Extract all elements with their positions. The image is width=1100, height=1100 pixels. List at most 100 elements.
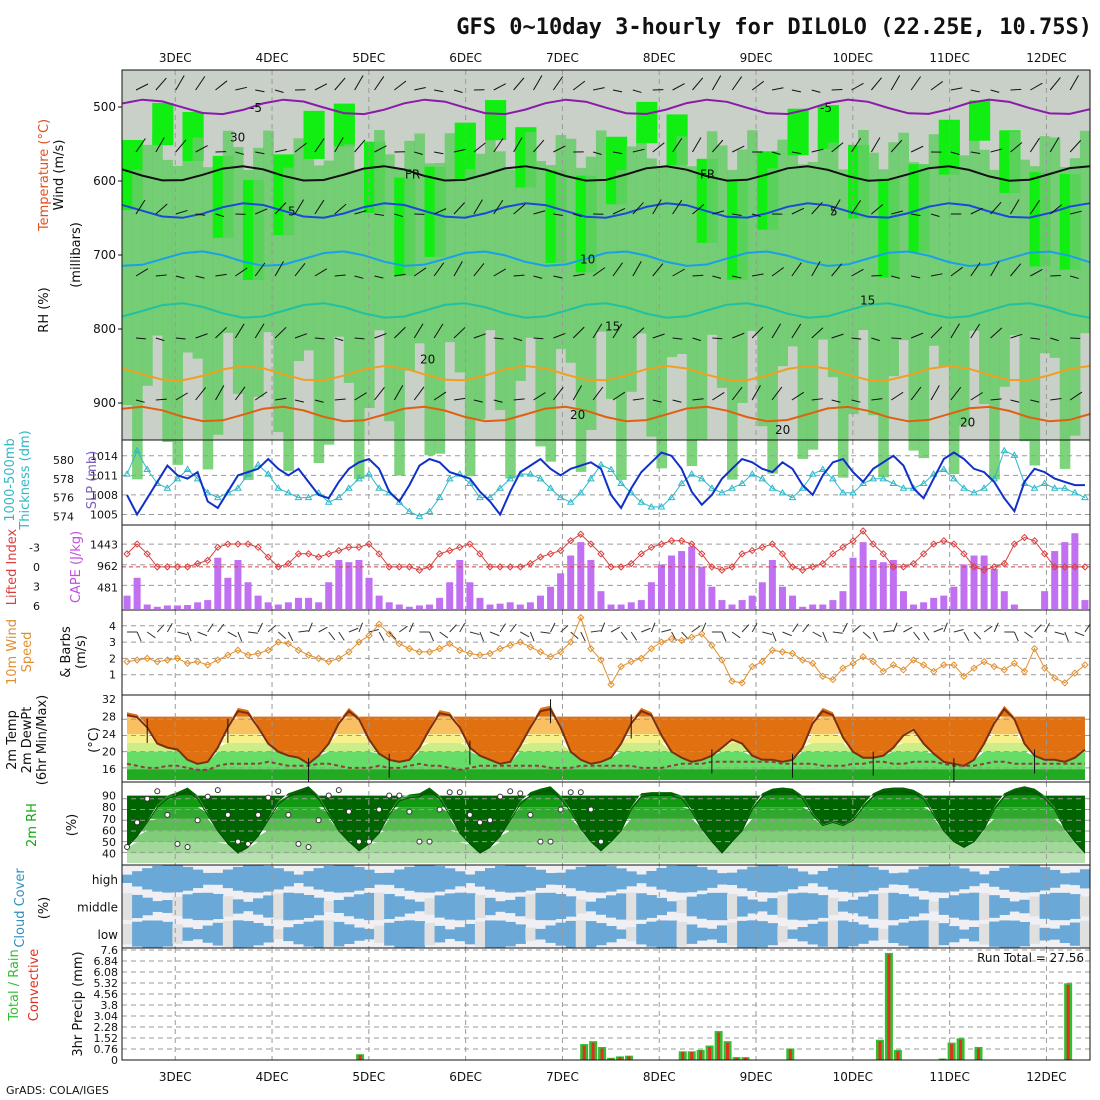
precip-tick: 4.56 (94, 988, 119, 1001)
contour-label: -5 (820, 101, 832, 115)
cape-bar (456, 559, 464, 609)
precip-conv-bar (699, 1050, 703, 1060)
wind-barb (175, 337, 186, 340)
thickness-marker (849, 488, 857, 496)
wind-barb (215, 385, 225, 401)
surface-wind-barb (247, 631, 259, 634)
temperature-tick: 16 (102, 763, 116, 776)
wind-barb (870, 77, 882, 91)
cape-bar (748, 595, 756, 609)
cape-bar (506, 602, 514, 609)
wind-speed-marker (849, 659, 857, 667)
rh-marker (396, 792, 403, 799)
rh-shading (222, 130, 234, 333)
wind-barb (612, 151, 623, 155)
cape-bar (718, 600, 726, 609)
wind-speed-marker (183, 659, 192, 667)
date-label-top: 3DEC (159, 51, 192, 65)
wind-barb (970, 392, 983, 401)
cape-bar (315, 602, 323, 609)
cloud-cell (414, 921, 425, 948)
cloud-cell (686, 896, 698, 917)
wind-barb (195, 387, 207, 401)
date-label-bottom: 4DEC (256, 1070, 289, 1084)
cloud-cell (535, 928, 546, 940)
cloud-cell (777, 866, 788, 892)
thickness-marker (980, 484, 989, 491)
wind-barb (1029, 200, 1040, 215)
cape-bar (1081, 600, 1089, 609)
wind-barb (433, 262, 445, 277)
date-label-bottom: 11DEC (929, 1070, 969, 1084)
thickness-marker (758, 474, 767, 482)
cloud-cell (585, 901, 597, 912)
thickness-tick: 580 (53, 454, 74, 467)
rh-marker (487, 817, 494, 824)
wind-barb (632, 89, 642, 93)
rh-shading (464, 168, 476, 477)
lifted-index-marker (355, 543, 363, 552)
wind-barb (453, 327, 466, 339)
temperature-tick: 28 (102, 711, 116, 724)
cloud-cell (515, 896, 526, 917)
thickness-marker (264, 470, 273, 477)
wind-barb (930, 213, 940, 218)
wind-barb (831, 399, 841, 403)
cloud-cell (545, 925, 557, 943)
thickness-marker (1081, 493, 1089, 501)
surface-wind-barb (580, 631, 586, 642)
rh-shading (938, 119, 960, 175)
wind-speed-marker (829, 675, 837, 684)
rh-tick: 80 (102, 801, 116, 814)
rh-shading (888, 142, 899, 377)
cloud-cell (202, 872, 214, 885)
rh-marker (587, 806, 594, 813)
cape-bar (950, 586, 958, 609)
lifted-index-tick: 6 (33, 600, 40, 613)
wind-speed-marker (718, 656, 726, 664)
date-label-bottom: 6DEC (449, 1070, 482, 1084)
wind-barb (910, 332, 924, 339)
cape-bar (607, 604, 615, 609)
cloud-cell (868, 927, 879, 941)
pressure-tick: 700 (93, 248, 116, 262)
rh-marker (527, 811, 534, 818)
cloud-cell (525, 867, 536, 891)
surface-wind-barb (439, 631, 449, 639)
rh-tick: 70 (102, 813, 116, 826)
panel-label-line: (6hr Min/Max) (35, 695, 50, 785)
cloud-cell (535, 892, 546, 921)
wind-barb (1069, 275, 1079, 279)
panel-label-wind: 10m Wind Speed (5, 619, 35, 685)
wind-speed-marker (809, 659, 817, 667)
rh-shading (535, 161, 546, 447)
thickness-marker (304, 493, 313, 501)
contour-label: 20 (960, 416, 975, 430)
cloud-cell (172, 896, 183, 917)
panel-label-temperature-unit: (°C) (87, 727, 102, 753)
wind-barb (195, 145, 208, 153)
wind-barb (791, 323, 802, 339)
cloud-cell (616, 893, 627, 920)
rh-marker (557, 806, 564, 813)
rh-shading (444, 133, 456, 343)
thickness-marker (123, 470, 131, 477)
wind-speed-marker (748, 662, 756, 671)
cloud-cell (817, 921, 829, 947)
wind-barb (672, 337, 683, 340)
rh-marker (436, 806, 443, 813)
precip-conv-bar (582, 1045, 586, 1060)
grid-layer (122, 70, 1090, 1061)
cape-bar (1010, 604, 1018, 609)
cloud-cell (1059, 892, 1071, 921)
wind-barb (612, 323, 623, 339)
cloud-cell (212, 922, 224, 946)
wind-barb (851, 199, 862, 215)
thickness-marker (425, 507, 434, 515)
thickness-marker (566, 498, 575, 505)
cloud-cell (404, 899, 415, 914)
wind-speed-marker (950, 661, 958, 669)
wind-barb (553, 332, 566, 339)
lifted-index-marker (829, 550, 837, 558)
thickness-marker (647, 502, 656, 510)
